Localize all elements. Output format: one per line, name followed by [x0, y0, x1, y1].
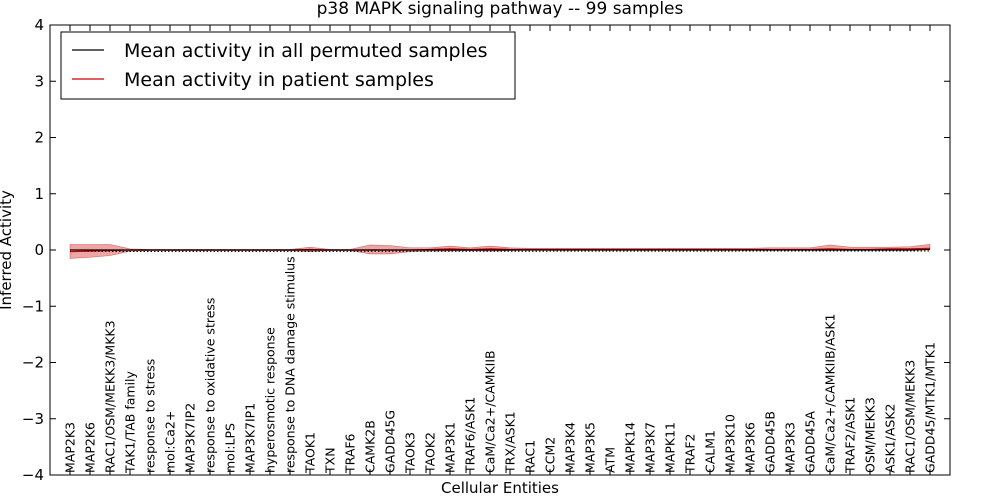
x-tick-label: MAP3K7IP2: [183, 403, 198, 473]
x-tick-label: response to stress: [143, 359, 158, 473]
x-tick-label: ASK1/ASK2: [883, 404, 898, 473]
x-tick-label: TAOK2: [423, 432, 438, 474]
x-tick-label: MAP3K10: [723, 414, 738, 473]
x-tick-label: MAPK11: [663, 422, 678, 473]
x-tick-label: TRX/ASK1: [503, 411, 518, 474]
x-tick-label: OSM/MEKK3: [863, 397, 878, 473]
x-tick-label: response to DNA damage stimulus: [283, 256, 298, 473]
x-tick-label: MAP2K3: [63, 422, 78, 473]
x-tick-label: MAP2K6: [83, 422, 98, 473]
x-tick-label: MAP3K5: [583, 422, 598, 473]
y-tick-label: 2: [34, 129, 44, 147]
x-tick-label: MAP3K7: [643, 422, 658, 473]
x-tick-label: TAOK1: [303, 432, 318, 474]
x-tick-label: TRAF6: [343, 433, 358, 474]
x-tick-label: CaM/Ca2+/CAMKIIB/ASK1: [823, 314, 838, 473]
y-tick-label: −3: [22, 410, 44, 428]
x-tick-label: GADD45/MTK1/MTK1: [923, 342, 938, 473]
legend-box: [60, 31, 516, 100]
y-tick-label: 3: [34, 72, 44, 90]
plot-area: [69, 244, 931, 259]
x-tick-label: mol:Ca2+: [163, 411, 178, 473]
x-tick-label: TRAF2/ASK1: [843, 397, 858, 474]
x-tick-label: MAP3K1: [443, 422, 458, 473]
y-axis: −4 −3 −2 −1 0 1 2 3 4: [22, 16, 950, 484]
x-tick-label: MAP3K6: [743, 422, 758, 473]
y-tick-label: 0: [34, 241, 44, 259]
patient-confidence-band: [69, 244, 931, 259]
x-tick-label: MAP3K7IP1: [243, 403, 258, 473]
x-tick-label: GADD45B: [763, 411, 778, 473]
x-tick-label: response to oxidative stress: [203, 298, 218, 473]
x-tick-label: GADD45G: [383, 410, 398, 473]
y-tick-label: 1: [34, 185, 44, 203]
x-tick-label: RAC1/OSM/MEKK3/MKK3: [103, 320, 118, 473]
y-tick-label: −2: [22, 354, 44, 372]
x-tick-label: MAP3K3: [783, 422, 798, 473]
x-tick-label: MAPK14: [623, 422, 638, 473]
x-tick-label: TRAF2: [683, 433, 698, 474]
y-tick-label: −4: [22, 466, 44, 484]
x-tick-label: TAOK3: [403, 432, 418, 474]
legend: Mean activity in all permuted samples Me…: [60, 31, 516, 100]
x-tick-label: MAP3K4: [563, 422, 578, 473]
chart-title: p38 MAPK signaling pathway -- 99 samples: [317, 0, 684, 19]
y-axis-title: Inferred Activity: [0, 190, 15, 310]
x-tick-label: mol:LPS: [223, 423, 238, 473]
series-line-permuted: [70, 248, 931, 251]
x-tick-label: CAMK2B: [363, 420, 378, 473]
x-tick-label: TAK1/TAB family: [123, 370, 138, 474]
x-axis-title: Cellular Entities: [441, 479, 559, 497]
x-tick-label: RAC1: [523, 440, 538, 473]
x-tick-label: TRAF6/ASK1: [463, 397, 478, 474]
x-tick-label: CALM1: [703, 430, 718, 473]
x-tick-label: CCM2: [543, 437, 558, 473]
x-axis: MAP2K3 MAP2K6 RAC1/OSM/MEKK3/MKK3 TAK1/TAB …: [63, 25, 938, 475]
x-tick-label: CaM/Ca2+/CAMKIIB: [483, 350, 498, 473]
x-tick-label: TXN: [323, 447, 338, 474]
y-tick-label: 4: [34, 16, 44, 34]
x-tick-label: GADD45A: [803, 411, 818, 473]
y-tick-label: −1: [22, 297, 44, 315]
x-tick-label: RAC1/OSM/MEKK3: [903, 360, 918, 473]
legend-label-permuted: Mean activity in all permuted samples: [124, 40, 487, 62]
x-tick-label: hyperosmotic response: [263, 327, 278, 473]
legend-label-patient: Mean activity in patient samples: [124, 69, 434, 91]
x-tick-label: ATM: [603, 447, 618, 473]
